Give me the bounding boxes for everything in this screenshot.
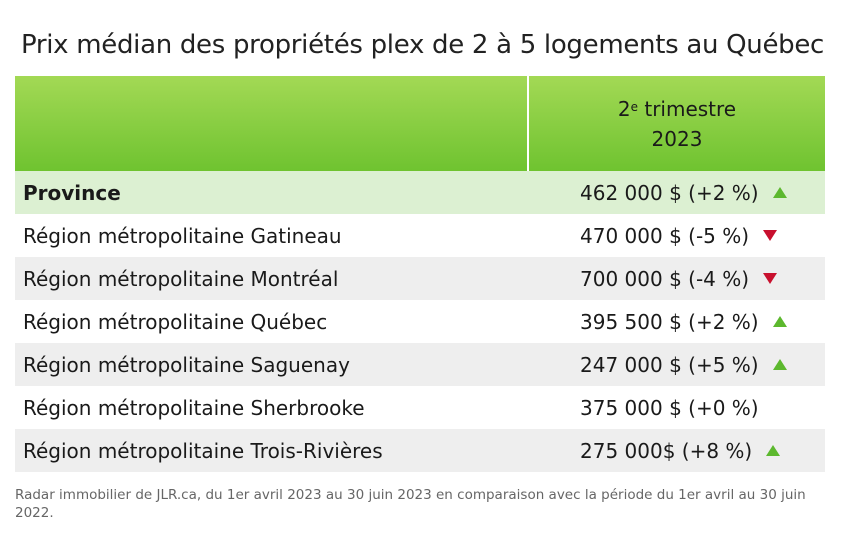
- row-region-name: Région métropolitaine Saguenay: [23, 352, 350, 377]
- row-median-value: 470 000 $ (-5 %): [580, 223, 750, 248]
- row-median-value: 395 500 $ (+2 %): [580, 309, 759, 334]
- row-region-name: Province: [23, 180, 121, 205]
- triangle-up-icon: [769, 359, 791, 370]
- row-median-value: 375 000 $ (+0 %): [580, 395, 759, 420]
- row-median-value: 247 000 $ (+5 %): [580, 352, 759, 377]
- header-period-cell: 2e trimestre 2023: [529, 76, 825, 171]
- row-region-name: Région métropolitaine Gatineau: [23, 223, 342, 248]
- table-header: 2e trimestre 2023: [15, 76, 825, 171]
- table-row: Région métropolitaine Saguenay 247 000 $ …: [15, 343, 825, 386]
- table-row-province: Province 462 000 $ (+2 %): [15, 171, 825, 214]
- triangle-down-icon: [759, 230, 781, 241]
- table-row: Région métropolitaine Sherbrooke 375 000 …: [15, 386, 825, 429]
- header-blank-cell: [15, 76, 529, 171]
- source-note: Radar immobilier de JLR.ca, du 1er avril…: [15, 487, 806, 521]
- table-row: Région métropolitaine Québec 395 500 $ (+…: [15, 300, 825, 343]
- header-year: 2023: [651, 126, 703, 151]
- price-table: 2e trimestre 2023 Province 462 000 $ (+2 …: [15, 76, 825, 472]
- row-region-name: Région métropolitaine Québec: [23, 309, 328, 334]
- triangle-up-icon: [769, 316, 791, 327]
- row-region-name: Région métropolitaine Sherbrooke: [23, 395, 365, 420]
- row-value-cell: 462 000 $ (+2 %): [527, 181, 825, 205]
- triangle-up-icon: [769, 187, 791, 198]
- row-median-value: 700 000 $ (-4 %): [580, 266, 750, 291]
- table-row: Région métropolitaine Montréal 700 000 $ …: [15, 257, 825, 300]
- row-median-value: 462 000 $ (+2 %): [580, 180, 759, 205]
- row-value-cell: 247 000 $ (+5 %): [527, 353, 825, 377]
- chart-title: Prix médian des propriétés plex de 2 à 5…: [20, 30, 825, 60]
- row-region-name: Région métropolitaine Montréal: [23, 266, 339, 291]
- triangle-up-icon: [762, 445, 784, 456]
- row-value-cell: 375 000 $ (+0 %): [527, 396, 825, 420]
- table-body: Province 462 000 $ (+2 %) Région métropoli…: [15, 171, 825, 472]
- row-value-cell: 275 000$ (+8 %): [527, 439, 825, 463]
- row-region-name: Région métropolitaine Trois-Rivières: [23, 438, 383, 463]
- header-period-label: 2e trimestre: [617, 96, 737, 121]
- table-row: Région métropolitaine Gatineau 470 000 $ …: [15, 214, 825, 257]
- row-value-cell: 395 500 $ (+2 %): [527, 310, 825, 334]
- table-row: Région métropolitaine Trois-Rivières 275 …: [15, 429, 825, 472]
- triangle-down-icon: [759, 273, 781, 284]
- row-value-cell: 470 000 $ (-5 %): [527, 224, 825, 248]
- row-median-value: 275 000$ (+8 %): [580, 438, 753, 463]
- row-value-cell: 700 000 $ (-4 %): [527, 267, 825, 291]
